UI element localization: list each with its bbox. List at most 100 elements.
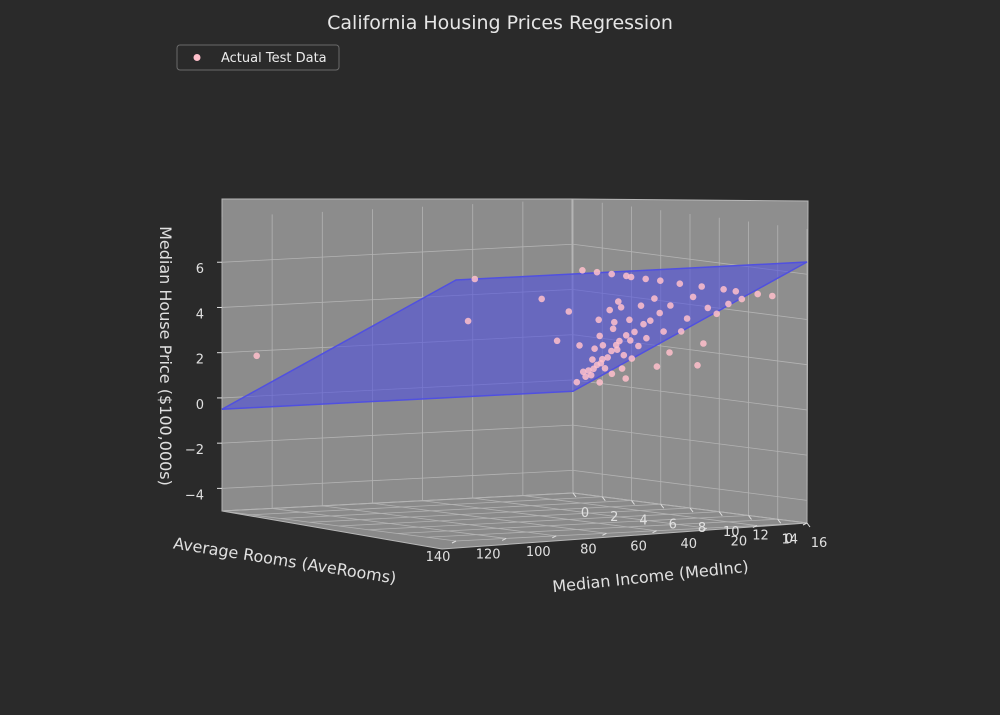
data-point xyxy=(591,345,598,353)
data-point xyxy=(720,286,727,293)
x-gridline-floor xyxy=(280,500,632,519)
z-tick-label: 0 xyxy=(196,398,204,413)
data-point xyxy=(631,328,638,336)
data-point xyxy=(657,277,664,285)
x-tick-label: 0 xyxy=(581,506,589,521)
x-gridline-floor xyxy=(338,507,691,527)
data-point xyxy=(587,371,595,379)
data-point xyxy=(637,302,645,310)
y-tick-mark xyxy=(501,537,507,541)
z-tick-label: 4 xyxy=(196,307,204,322)
data-point xyxy=(698,283,705,290)
data-point xyxy=(253,352,260,360)
z-axis-label: Median House Price ($100,000s) xyxy=(156,226,175,486)
data-point xyxy=(683,315,691,322)
y-gridline-floor xyxy=(272,508,507,539)
legend: Actual Test Data xyxy=(176,44,340,71)
data-point xyxy=(647,317,654,325)
data-point xyxy=(576,342,583,349)
data-point xyxy=(620,351,628,359)
y-gridline-floor xyxy=(422,500,657,532)
data-point xyxy=(626,316,633,324)
y-tick-label: 20 xyxy=(731,535,748,550)
x-tick-label: 4 xyxy=(639,514,647,529)
data-point xyxy=(593,361,601,369)
data-point xyxy=(608,370,616,378)
data-point xyxy=(713,310,720,318)
data-point xyxy=(635,342,642,350)
x-gridline-floor xyxy=(455,522,808,542)
z-gridline-right xyxy=(572,469,808,501)
data-point xyxy=(667,302,674,309)
data-point xyxy=(464,317,472,325)
data-point xyxy=(689,293,697,301)
data-point xyxy=(595,316,602,324)
data-point xyxy=(704,304,712,312)
data-point xyxy=(642,275,649,283)
data-point xyxy=(732,288,740,295)
data-point xyxy=(676,280,684,288)
data-point xyxy=(622,375,629,382)
y-gridline-floor xyxy=(372,502,607,534)
data-point xyxy=(471,275,479,283)
data-point xyxy=(596,332,603,340)
y-gridline-floor xyxy=(322,505,557,537)
legend-label: Actual Test Data xyxy=(221,51,327,66)
y-tick-label: 120 xyxy=(476,547,501,562)
scatter-points xyxy=(253,267,776,386)
data-point xyxy=(604,354,611,361)
y-tick-mark xyxy=(552,535,557,539)
data-point xyxy=(553,337,561,345)
data-point xyxy=(579,267,586,274)
x-tick-label: 16 xyxy=(811,536,828,551)
data-point xyxy=(656,309,663,317)
data-point xyxy=(725,300,732,308)
y-tick-mark xyxy=(602,532,607,536)
x-tick-mark xyxy=(777,518,782,524)
data-point xyxy=(589,356,596,363)
data-point xyxy=(565,308,573,315)
x-tick-mark xyxy=(660,503,665,509)
y-gridline-floor xyxy=(221,510,457,542)
data-point xyxy=(599,342,607,349)
x-tick-label: 14 xyxy=(781,532,798,547)
x-tick-mark xyxy=(572,492,577,498)
y-tick-mark xyxy=(652,530,657,534)
z-tick-label: 6 xyxy=(196,262,204,277)
x-tick-mark xyxy=(806,522,811,528)
x-gridline-floor xyxy=(368,511,720,531)
y-tick-label: 0 xyxy=(785,532,793,547)
data-point xyxy=(579,368,587,376)
data-point xyxy=(754,290,761,298)
data-point xyxy=(596,379,603,386)
y-tick-label: 100 xyxy=(526,545,551,560)
data-point xyxy=(660,328,667,335)
x-axis-ticks: 0 2 4 6 8 10 12 14 16 xyxy=(572,492,828,551)
data-point xyxy=(606,306,613,314)
y-tick-label: 60 xyxy=(630,540,647,555)
y-tick-label: 40 xyxy=(680,537,697,552)
data-point xyxy=(618,365,626,372)
y-tick-mark xyxy=(802,522,808,526)
data-point xyxy=(640,320,647,328)
z-gridline-left xyxy=(221,424,574,444)
data-point xyxy=(617,304,625,311)
y-gridline-floor xyxy=(472,497,707,529)
z-tick-label: −4 xyxy=(185,488,204,503)
y-tick-mark xyxy=(752,525,758,529)
z-gridline-left xyxy=(221,469,574,489)
x-tick-mark xyxy=(601,496,606,502)
z-axis-ticks: −4 −2 0 2 4 6 xyxy=(185,261,222,503)
y-tick-mark xyxy=(451,540,457,544)
x-gridline-floor xyxy=(309,503,661,523)
x-tick-label: 2 xyxy=(610,510,618,525)
data-point xyxy=(538,295,545,303)
y-tick-mark xyxy=(702,527,707,531)
x-gridline-floor xyxy=(397,515,749,534)
x-tick-label: 10 xyxy=(723,525,740,540)
data-point xyxy=(573,378,581,386)
x-tick-label: 8 xyxy=(698,521,706,536)
data-point xyxy=(700,340,707,347)
data-point xyxy=(651,295,658,302)
y-axis-ticks: 0 20 40 60 80 100 120 140 xyxy=(426,522,808,565)
